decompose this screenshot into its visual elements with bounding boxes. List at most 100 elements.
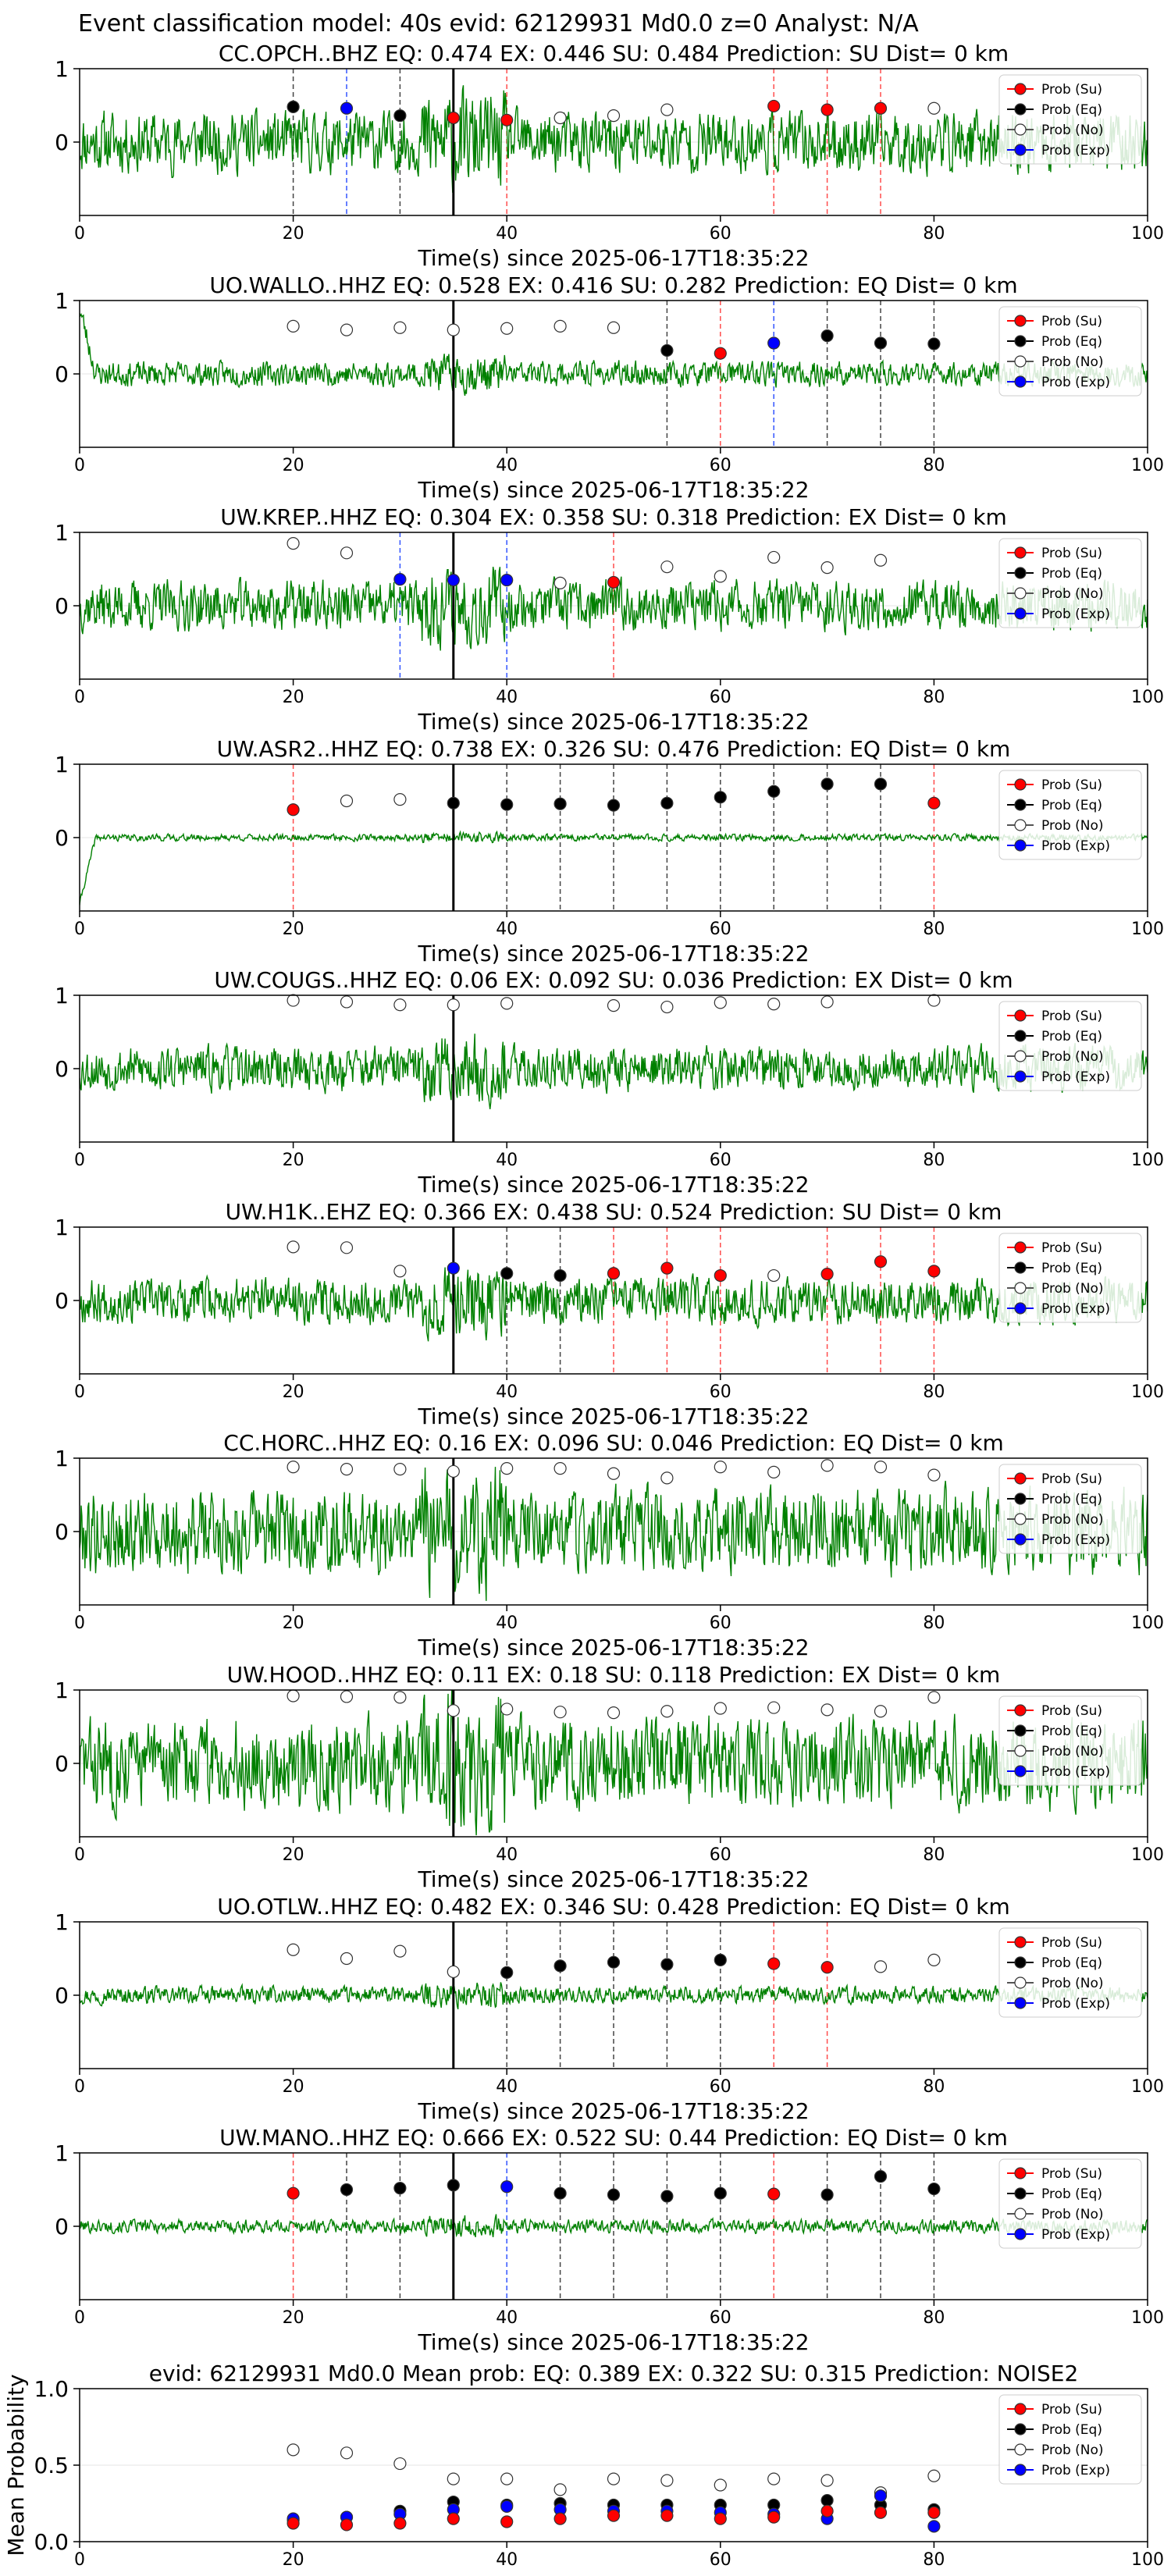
panel-title: UO.OTLW..HHZ EQ: 0.482 EX: 0.346 SU: 0.4… [217,1894,1010,1920]
x-tick-label: 60 [710,920,731,939]
legend-box [998,2158,1142,2249]
y-tick-label: 1 [55,520,69,546]
x-tick-label: 0 [74,1151,85,1170]
prob-point-eq [874,2169,888,2183]
prob-point-eq [927,2182,941,2196]
prob-point-su [820,1961,834,1974]
x-tick-label: 0 [74,456,85,475]
legend-box [998,306,1142,397]
x-tick-label: 20 [283,2550,304,2570]
x-tick-label: 40 [496,688,518,707]
legend-marker-su [1014,2403,1027,2415]
legend-marker-no [1014,1745,1027,1757]
legend: Prob (Su) Prob (Eq) Prob (No) Prob (Exp) [998,770,1142,860]
x-axis-label: Time(s) since 2025-06-17T18:35:22 [417,477,809,503]
prob-point-eq [500,1267,514,1280]
prob-point-no [927,1468,941,1482]
mean-point-no [340,2446,354,2460]
prob-point-no [660,103,674,116]
x-tick-label: 40 [496,456,518,475]
prob-point-no [820,1703,834,1717]
x-tick-label: 20 [283,920,304,939]
legend-marker-exp [1014,144,1027,156]
legend-marker-su [1014,1936,1027,1948]
legend-label: Prob (Eq) [1041,798,1102,813]
waveform-trace [80,312,1148,397]
prob-point-no [340,1462,354,1476]
y-tick-label: 0 [55,2214,69,2240]
prob-point-no [820,995,834,1009]
legend-label: Prob (Exp) [1041,1764,1110,1780]
prob-point-eq [660,343,674,358]
y-tick-label: 0 [55,1983,69,2008]
prob-point-no [927,994,941,1007]
legend-marker-eq [1014,1493,1027,1505]
legend-marker-su [1014,83,1027,95]
x-tick-label: 100 [1131,456,1164,475]
legend-label: Prob (Su) [1041,82,1102,98]
mean-point-su [500,2515,514,2528]
legend: Prob (Su) Prob (Eq) Prob (No) Prob (Exp) [998,1695,1142,1786]
x-tick-label: 20 [283,2077,304,2097]
legend-label: Prob (No) [1041,2443,1104,2458]
mean-point-no [553,2483,567,2496]
prob-point-exp [447,1261,460,1275]
legend-label: Prob (Su) [1041,1009,1102,1024]
legend-box [998,2394,1142,2485]
prob-point-no [393,793,407,806]
x-tick-label: 40 [496,2550,518,2570]
prob-point-no [874,553,888,567]
panel-1: CC.OPCH..BHZ EQ: 0.474 EX: 0.446 SU: 0.4… [55,41,1164,271]
x-tick-label: 20 [283,1845,304,1865]
prob-point-no [340,995,354,1009]
prob-point-no [874,1960,888,1973]
panel-title: UW.COUGS..HHZ EQ: 0.06 EX: 0.092 SU: 0.0… [214,967,1013,993]
legend-label: Prob (Su) [1041,2402,1102,2418]
x-tick-label: 60 [710,1151,731,1170]
legend-label: Prob (Eq) [1041,102,1102,118]
y-tick-label: 1.0 [34,2376,69,2402]
legend-label: Prob (No) [1041,354,1104,370]
legend-marker-no [1014,1050,1027,1062]
legend-label: Prob (Exp) [1041,2463,1110,2478]
x-tick-label: 60 [710,2308,731,2328]
prob-point-eq [607,799,621,812]
prob-point-su [660,1261,674,1275]
prob-point-su [714,1268,727,1283]
mean-point-no [927,2469,941,2482]
panel-title: UW.HOOD..HHZ EQ: 0.11 EX: 0.18 SU: 0.118… [227,1662,1001,1688]
prob-point-exp [393,573,407,586]
x-tick-label: 100 [1131,224,1164,244]
x-tick-label: 100 [1131,688,1164,707]
mean-point-su [714,2512,727,2525]
y-tick-label: 0 [55,593,69,619]
y-tick-label: 1 [55,56,69,82]
panel-6: UW.H1K..EHZ EQ: 0.366 EX: 0.438 SU: 0.52… [55,1199,1164,1429]
prob-point-su [874,101,888,115]
prob-point-no [447,323,460,336]
legend-marker-no [1014,2443,1027,2456]
legend-label: Prob (Su) [1041,777,1102,793]
legend-marker-su [1014,1241,1027,1254]
y-tick-label: 1 [55,1909,69,1935]
mean-point-su [607,2509,621,2522]
plot-area [80,1690,1148,1836]
prob-point-eq [714,791,727,804]
prob-point-no [553,576,567,589]
legend-marker-su [1014,2167,1027,2179]
legend-box [998,770,1142,860]
x-tick-label: 60 [710,1614,731,1633]
y-tick-label: 0 [55,130,69,155]
legend-box [998,1695,1142,1786]
x-tick-label: 60 [710,688,731,707]
prob-point-eq [820,329,834,343]
x-tick-label: 0 [74,1614,85,1633]
x-tick-label: 100 [1131,1845,1164,1865]
x-tick-label: 20 [283,2308,304,2328]
legend-label: Prob (Exp) [1041,2227,1110,2243]
prob-point-no [553,319,567,333]
prob-point-su [820,1268,834,1281]
x-tick-label: 80 [923,1151,945,1170]
prob-point-no [447,1965,460,1979]
